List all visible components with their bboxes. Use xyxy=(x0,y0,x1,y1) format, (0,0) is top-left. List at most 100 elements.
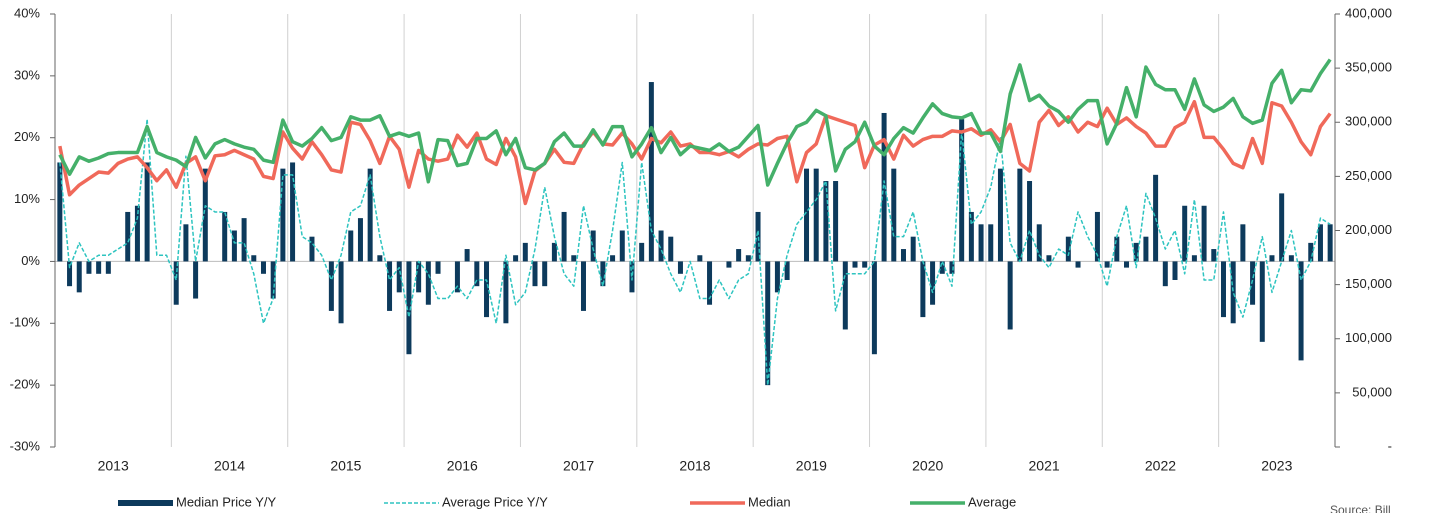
bar xyxy=(1172,261,1178,280)
bar xyxy=(551,242,557,262)
line xyxy=(58,58,1332,187)
bar xyxy=(484,261,490,318)
bar xyxy=(658,230,664,262)
bar xyxy=(67,261,73,287)
bar xyxy=(833,181,839,262)
bar xyxy=(522,242,528,262)
bar xyxy=(328,261,334,311)
bar xyxy=(435,261,441,274)
source-note: Source: Bill xyxy=(1330,503,1391,513)
bar xyxy=(1036,224,1042,262)
x-tick-label: 2021 xyxy=(1029,458,1060,474)
x-tick-label: 2018 xyxy=(679,458,710,474)
bar xyxy=(978,224,984,262)
bar xyxy=(105,261,111,274)
bar xyxy=(513,255,519,262)
bar xyxy=(910,236,916,262)
bar xyxy=(464,249,470,262)
legend-label: Median Price Y/Y xyxy=(176,494,277,509)
y-tick-label: -30% xyxy=(10,438,41,453)
bar xyxy=(784,261,790,280)
bar xyxy=(726,261,732,268)
bar xyxy=(774,261,780,293)
bar xyxy=(610,255,616,262)
bar xyxy=(57,162,63,262)
bar xyxy=(804,168,810,262)
bar xyxy=(1133,242,1139,262)
bar xyxy=(862,261,868,268)
bar xyxy=(348,230,354,262)
bar xyxy=(367,168,373,262)
bar xyxy=(454,261,460,293)
bar xyxy=(1211,249,1217,262)
bar xyxy=(416,261,422,293)
y-tick-label: -20% xyxy=(10,377,41,392)
bar xyxy=(930,261,936,305)
bar xyxy=(474,261,480,287)
bar xyxy=(959,119,965,262)
y2-tick-label: 200,000 xyxy=(1345,222,1392,237)
bar xyxy=(1017,168,1023,262)
bar xyxy=(193,261,199,299)
bar xyxy=(997,168,1003,262)
y-tick-label: 40% xyxy=(14,5,40,20)
bar xyxy=(668,236,674,262)
bar xyxy=(1114,236,1120,262)
bar xyxy=(76,261,82,293)
bar xyxy=(1094,211,1100,262)
y-tick-label: -10% xyxy=(10,315,41,330)
bar xyxy=(988,224,994,262)
y2-tick-label: 100,000 xyxy=(1345,330,1392,345)
bar xyxy=(532,261,538,287)
x-tick-label: 2013 xyxy=(98,458,129,474)
bar xyxy=(1191,255,1197,262)
bar xyxy=(900,249,906,262)
bar xyxy=(260,261,266,274)
bar xyxy=(1308,242,1314,262)
bar xyxy=(707,261,713,305)
x-tick-label: 2023 xyxy=(1261,458,1292,474)
bar xyxy=(1269,255,1275,262)
bar xyxy=(871,261,877,355)
bar xyxy=(939,261,945,274)
bar xyxy=(309,236,315,262)
bar xyxy=(1065,236,1071,262)
bar xyxy=(406,261,412,355)
bar xyxy=(949,261,955,274)
bar xyxy=(1162,261,1168,287)
y2-tick-label: 50,000 xyxy=(1352,384,1392,399)
bar xyxy=(571,255,577,262)
x-tick-label: 2019 xyxy=(796,458,827,474)
y2-tick-label: - xyxy=(1388,438,1392,453)
x-tick-label: 2022 xyxy=(1145,458,1176,474)
legend-label: Average Price Y/Y xyxy=(442,494,548,509)
bar xyxy=(357,218,363,262)
bar xyxy=(86,261,92,274)
bar xyxy=(813,168,819,262)
bar xyxy=(1317,224,1323,262)
bar xyxy=(1046,255,1052,262)
x-tick-label: 2017 xyxy=(563,458,594,474)
bar xyxy=(920,261,926,318)
bar xyxy=(125,211,131,262)
bar xyxy=(1220,261,1226,318)
bar xyxy=(1327,224,1333,262)
bar xyxy=(173,261,179,305)
bar xyxy=(338,261,344,324)
bar xyxy=(503,261,509,324)
x-tick-label: 2020 xyxy=(912,458,943,474)
bar xyxy=(1143,236,1149,262)
bar xyxy=(144,162,150,262)
bar xyxy=(745,255,751,262)
bar xyxy=(202,168,208,262)
bar xyxy=(241,218,247,262)
bar xyxy=(396,261,402,293)
y2-tick-label: 300,000 xyxy=(1345,114,1392,129)
y2-tick-label: 400,000 xyxy=(1345,5,1392,20)
bar xyxy=(736,249,742,262)
bar xyxy=(891,168,897,262)
bar xyxy=(1201,205,1207,262)
bar xyxy=(1027,181,1033,262)
bar xyxy=(280,168,286,262)
bar xyxy=(222,211,228,262)
